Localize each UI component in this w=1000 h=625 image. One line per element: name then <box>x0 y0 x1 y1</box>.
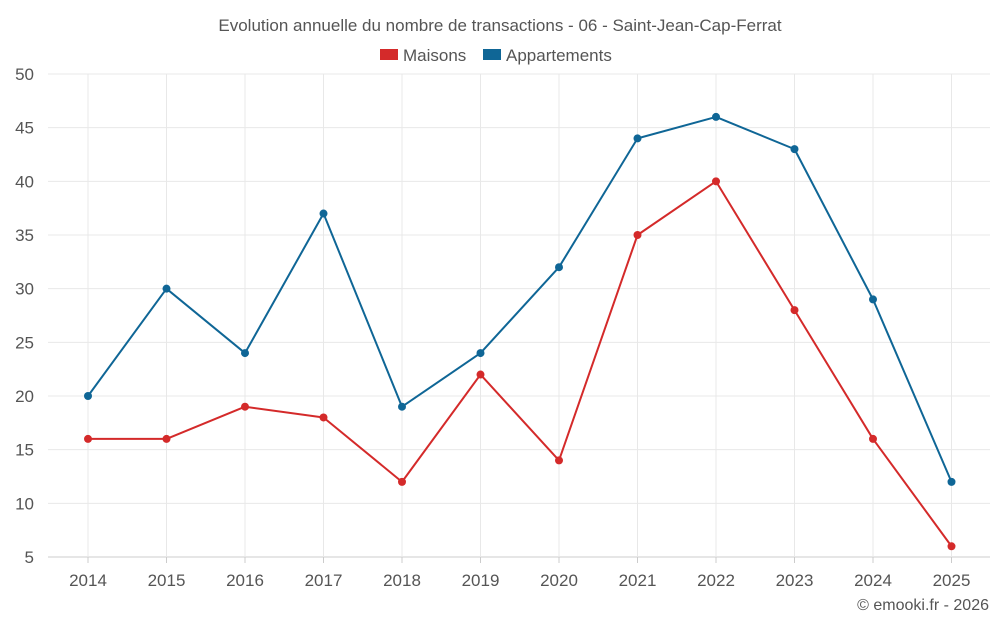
legend-label[interactable]: Maisons <box>403 46 466 65</box>
y-tick-label: 30 <box>15 280 34 299</box>
x-tick-label: 2019 <box>462 571 500 590</box>
x-tick-label: 2024 <box>854 571 892 590</box>
y-tick-label: 35 <box>15 226 34 245</box>
data-point-maisons[interactable] <box>398 477 406 486</box>
x-tick-label: 2014 <box>69 571 107 590</box>
x-tick-label: 2015 <box>148 571 186 590</box>
data-point-maisons[interactable] <box>241 402 249 411</box>
x-tick-label: 2017 <box>305 571 343 590</box>
data-point-appartements[interactable] <box>555 263 563 272</box>
y-tick-label: 20 <box>15 387 34 406</box>
data-point-maisons[interactable] <box>947 542 956 551</box>
data-point-appartements[interactable] <box>947 477 956 486</box>
data-point-maisons[interactable] <box>790 306 799 315</box>
data-point-maisons[interactable] <box>712 177 720 186</box>
data-point-maisons[interactable] <box>869 434 877 443</box>
data-point-maisons[interactable] <box>319 413 328 422</box>
y-tick-label: 25 <box>15 333 34 352</box>
legend-swatch[interactable] <box>380 49 398 60</box>
series-line-appartements <box>87 115 953 483</box>
data-point-appartements[interactable] <box>633 134 642 143</box>
y-tick-label: 10 <box>15 494 34 513</box>
data-point-appartements[interactable] <box>241 349 249 358</box>
data-point-appartements[interactable] <box>84 392 92 400</box>
x-tick-label: 2021 <box>619 571 657 590</box>
x-tick-label: 2023 <box>776 571 814 590</box>
credit-text: © emooki.fr - 2026 <box>857 597 989 614</box>
data-point-appartements[interactable] <box>162 284 171 293</box>
x-tick-label: 2016 <box>226 571 264 590</box>
data-point-maisons[interactable] <box>162 434 171 443</box>
x-tick-label: 2025 <box>933 571 971 590</box>
chart-title: Evolution annuelle du nombre de transact… <box>218 16 781 35</box>
x-tick-label: 2020 <box>540 571 578 590</box>
y-tick-label: 50 <box>15 65 34 84</box>
y-tick-label: 15 <box>15 441 34 460</box>
data-point-appartements[interactable] <box>398 402 406 411</box>
y-axis: 5 10 15 20 25 30 35 40 45 50 <box>15 65 34 567</box>
data-point-appartements[interactable] <box>790 145 799 154</box>
data-point-maisons[interactable] <box>84 434 92 443</box>
data-point-maisons[interactable] <box>633 231 642 239</box>
y-tick-label: 40 <box>15 172 34 191</box>
grid <box>48 73 990 558</box>
x-tick-label: 2022 <box>697 571 735 590</box>
legend-swatch[interactable] <box>483 49 501 60</box>
x-tick-label: 2018 <box>383 571 421 590</box>
series-group <box>84 112 956 551</box>
legend-label[interactable]: Appartements <box>506 46 612 65</box>
legend: Maisons Appartements <box>380 46 612 65</box>
data-point-appartements[interactable] <box>319 209 328 218</box>
data-point-maisons[interactable] <box>555 456 563 465</box>
data-point-maisons[interactable] <box>476 370 485 379</box>
series-line-maisons <box>88 180 953 547</box>
y-tick-label: 5 <box>25 548 34 567</box>
data-point-appartements[interactable] <box>476 349 485 358</box>
data-point-appartements[interactable] <box>712 112 720 121</box>
y-tick-label: 45 <box>15 119 34 138</box>
data-point-appartements[interactable] <box>869 295 877 304</box>
x-axis: 2014 2015 2016 2017 2018 2019 2020 2021 2022 2023… <box>69 557 970 590</box>
